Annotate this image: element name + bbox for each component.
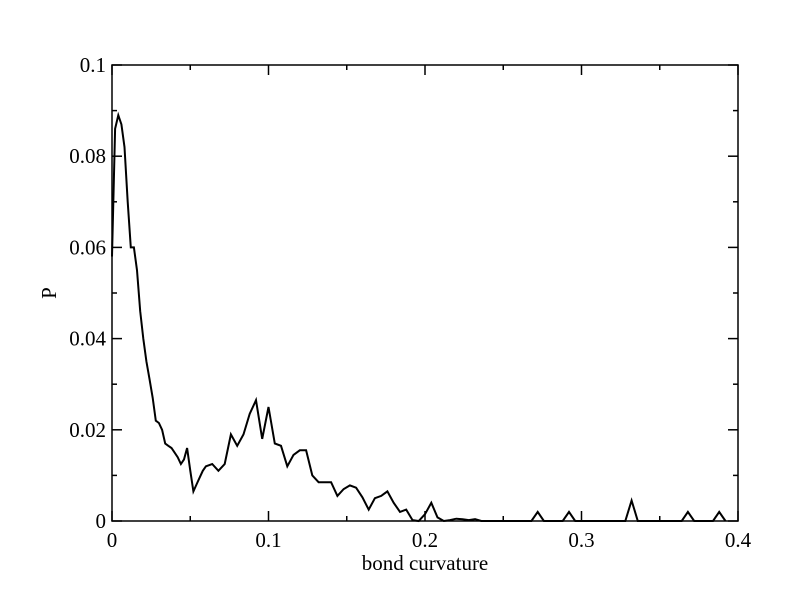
x-tick-label: 0.3 xyxy=(568,528,594,552)
series-line xyxy=(111,111,727,523)
x-axis-label: bond curvature xyxy=(362,551,489,575)
axis-ticks xyxy=(111,64,739,522)
x-tick-label: 0.1 xyxy=(255,528,281,552)
series-layer xyxy=(111,111,727,523)
y-axis-label: P xyxy=(37,287,61,299)
y-tick-label: 0 xyxy=(96,509,107,533)
y-tick-label: 0.06 xyxy=(69,235,106,259)
y-tick-label: 0.08 xyxy=(69,144,106,168)
y-tick-label: 0.1 xyxy=(80,53,106,77)
x-tick-label: 0.2 xyxy=(412,528,438,552)
tick-labels: 0 0.1 0.2 0.3 0.4 0 0.02 0.04 0.06 0.08 0.1 xyxy=(69,53,751,552)
x-tick-label: 0.4 xyxy=(725,528,752,552)
y-tick-label: 0.02 xyxy=(69,418,106,442)
plot-frame xyxy=(111,64,739,522)
x-tick-label: 0 xyxy=(107,528,118,552)
y-tick-label: 0.04 xyxy=(69,327,106,351)
